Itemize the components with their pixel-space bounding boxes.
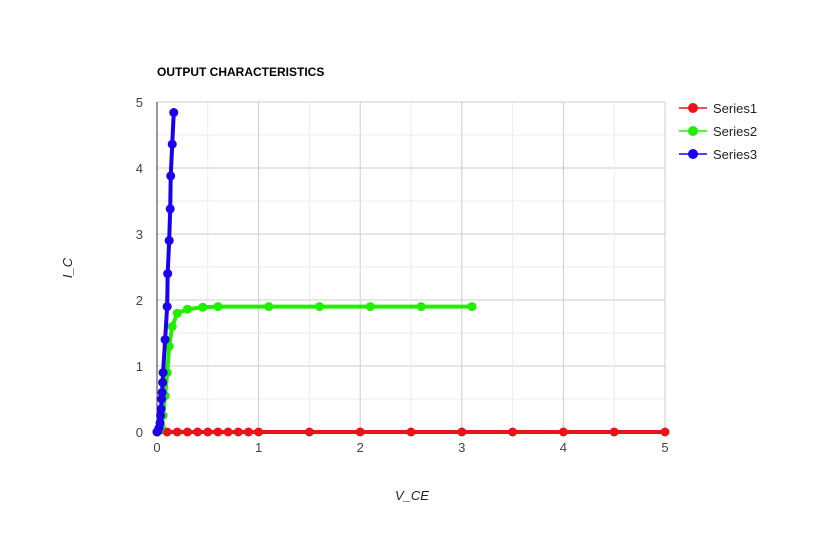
x-tick-label: 5 xyxy=(661,440,668,455)
x-tick-label: 0 xyxy=(153,440,160,455)
data-point xyxy=(457,427,467,437)
data-point xyxy=(157,387,167,397)
y-tick-label: 0 xyxy=(136,425,143,440)
y-tick-label: 1 xyxy=(136,359,143,374)
data-point xyxy=(169,108,179,118)
y-tick-label: 3 xyxy=(136,227,143,242)
y-tick-label: 5 xyxy=(136,95,143,110)
x-axis-label: V_CE xyxy=(395,488,429,503)
series-layer xyxy=(152,108,670,437)
data-point xyxy=(508,427,518,437)
data-point xyxy=(165,204,175,214)
data-point xyxy=(160,335,170,345)
gridlines xyxy=(156,101,666,433)
data-point xyxy=(558,427,568,437)
data-point xyxy=(158,378,168,387)
data-point xyxy=(182,304,192,314)
x-tick-label: 2 xyxy=(357,440,364,455)
data-point xyxy=(315,302,325,312)
data-point xyxy=(254,427,264,437)
chart-title: OUTPUT CHARACTERISTICS xyxy=(157,65,324,79)
data-point xyxy=(609,427,619,437)
data-point xyxy=(660,427,670,437)
data-point xyxy=(406,427,416,437)
data-point xyxy=(158,368,168,378)
data-point xyxy=(467,302,477,312)
legend: Series1 Series2 Series3 xyxy=(679,101,757,162)
data-point xyxy=(172,308,182,318)
y-tick-labels: 0 1 2 3 4 5 xyxy=(136,95,143,440)
x-tick-label: 3 xyxy=(458,440,465,455)
data-point xyxy=(213,427,223,437)
legend-item: Series3 xyxy=(679,147,757,162)
data-point xyxy=(157,394,167,404)
x-tick-label: 4 xyxy=(560,440,567,455)
legend-swatch-marker xyxy=(688,103,698,113)
data-point xyxy=(193,427,203,437)
data-point xyxy=(172,427,182,437)
data-point xyxy=(162,427,172,437)
data-point xyxy=(156,411,166,420)
y-axis-label: I_C xyxy=(60,257,75,278)
data-point xyxy=(155,418,165,428)
legend-item: Series1 xyxy=(679,101,757,116)
data-point xyxy=(167,139,177,149)
data-point xyxy=(198,302,208,312)
y-tick-label: 2 xyxy=(136,293,143,308)
data-point xyxy=(166,171,176,181)
legend-swatch-marker xyxy=(688,149,698,159)
data-point xyxy=(213,302,223,312)
x-tick-labels: 0 1 2 3 4 5 xyxy=(153,440,668,455)
data-point xyxy=(167,321,177,331)
data-point xyxy=(223,427,233,437)
legend-label: Series2 xyxy=(713,124,757,139)
x-tick-label: 1 xyxy=(255,440,262,455)
data-point xyxy=(164,236,174,246)
data-point xyxy=(203,427,213,437)
data-point xyxy=(162,302,172,312)
data-point xyxy=(365,302,375,312)
legend-label: Series3 xyxy=(713,147,757,162)
legend-item: Series2 xyxy=(679,124,757,139)
legend-label: Series1 xyxy=(713,101,757,116)
data-point xyxy=(304,427,314,437)
data-point xyxy=(163,269,173,279)
series-3 xyxy=(152,108,179,437)
data-point xyxy=(164,341,174,351)
data-point xyxy=(233,427,243,437)
data-point xyxy=(156,404,166,414)
data-point xyxy=(182,427,192,437)
data-point xyxy=(264,302,274,312)
y-tick-label: 4 xyxy=(136,161,143,176)
legend-swatch-marker xyxy=(688,126,698,136)
series-1 xyxy=(152,427,670,437)
data-point xyxy=(416,302,426,312)
data-point xyxy=(355,427,365,437)
data-point xyxy=(243,427,253,437)
